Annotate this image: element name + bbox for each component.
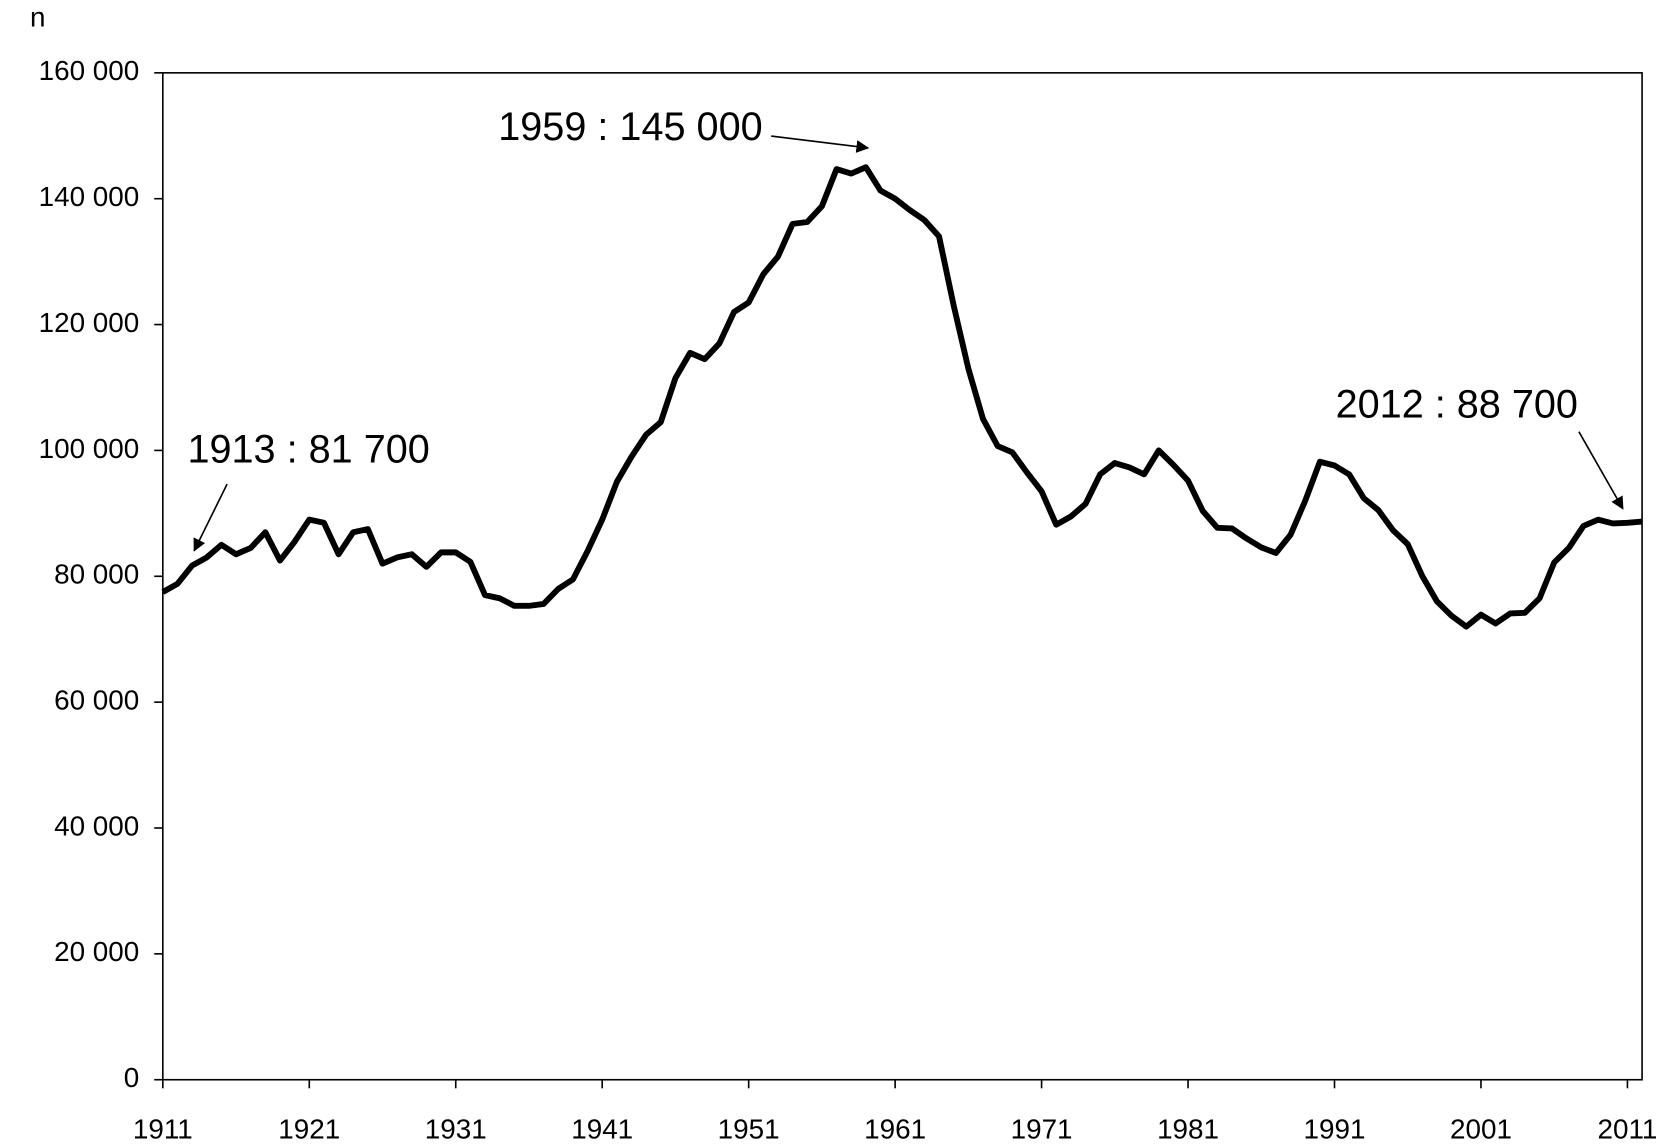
annotation: 2012 : 88 700 — [1336, 383, 1578, 427]
y-tick-label: 80 000 — [54, 559, 139, 590]
annotation: 1959 : 145 000 — [498, 105, 762, 149]
y-axis-label: n — [30, 2, 46, 33]
x-tick-label: 1911 — [133, 1114, 193, 1144]
y-tick-label: 100 000 — [39, 433, 140, 464]
x-tick-label: 1951 — [718, 1114, 780, 1144]
y-tick-label: 140 000 — [39, 181, 140, 212]
annotation-arrow — [771, 135, 870, 153]
x-tick-label: 1961 — [864, 1114, 926, 1144]
x-tick-label: 1941 — [571, 1114, 633, 1144]
y-tick-label: 160 000 — [39, 55, 140, 86]
annotation-arrow — [193, 483, 228, 552]
x-tick-label: 1971 — [1011, 1114, 1073, 1144]
annotation: 1913 : 81 700 — [187, 427, 429, 471]
y-tick-label: 40 000 — [54, 810, 139, 841]
x-tick-label: 1991 — [1304, 1114, 1366, 1144]
y-tick-label: 120 000 — [39, 307, 140, 338]
data-line — [161, 164, 1643, 630]
x-tick-label: 2011 — [1597, 1114, 1657, 1144]
x-tick-label: 1981 — [1157, 1114, 1219, 1144]
x-tick-label: 2001 — [1450, 1114, 1512, 1144]
x-tick-label: 1931 — [425, 1114, 487, 1144]
y-tick-label: 0 — [124, 1062, 140, 1093]
y-tick-label: 20 000 — [54, 936, 139, 967]
y-tick-label: 60 000 — [54, 685, 139, 716]
x-tick-label: 1921 — [278, 1114, 340, 1144]
annotation-arrow — [1578, 431, 1624, 510]
